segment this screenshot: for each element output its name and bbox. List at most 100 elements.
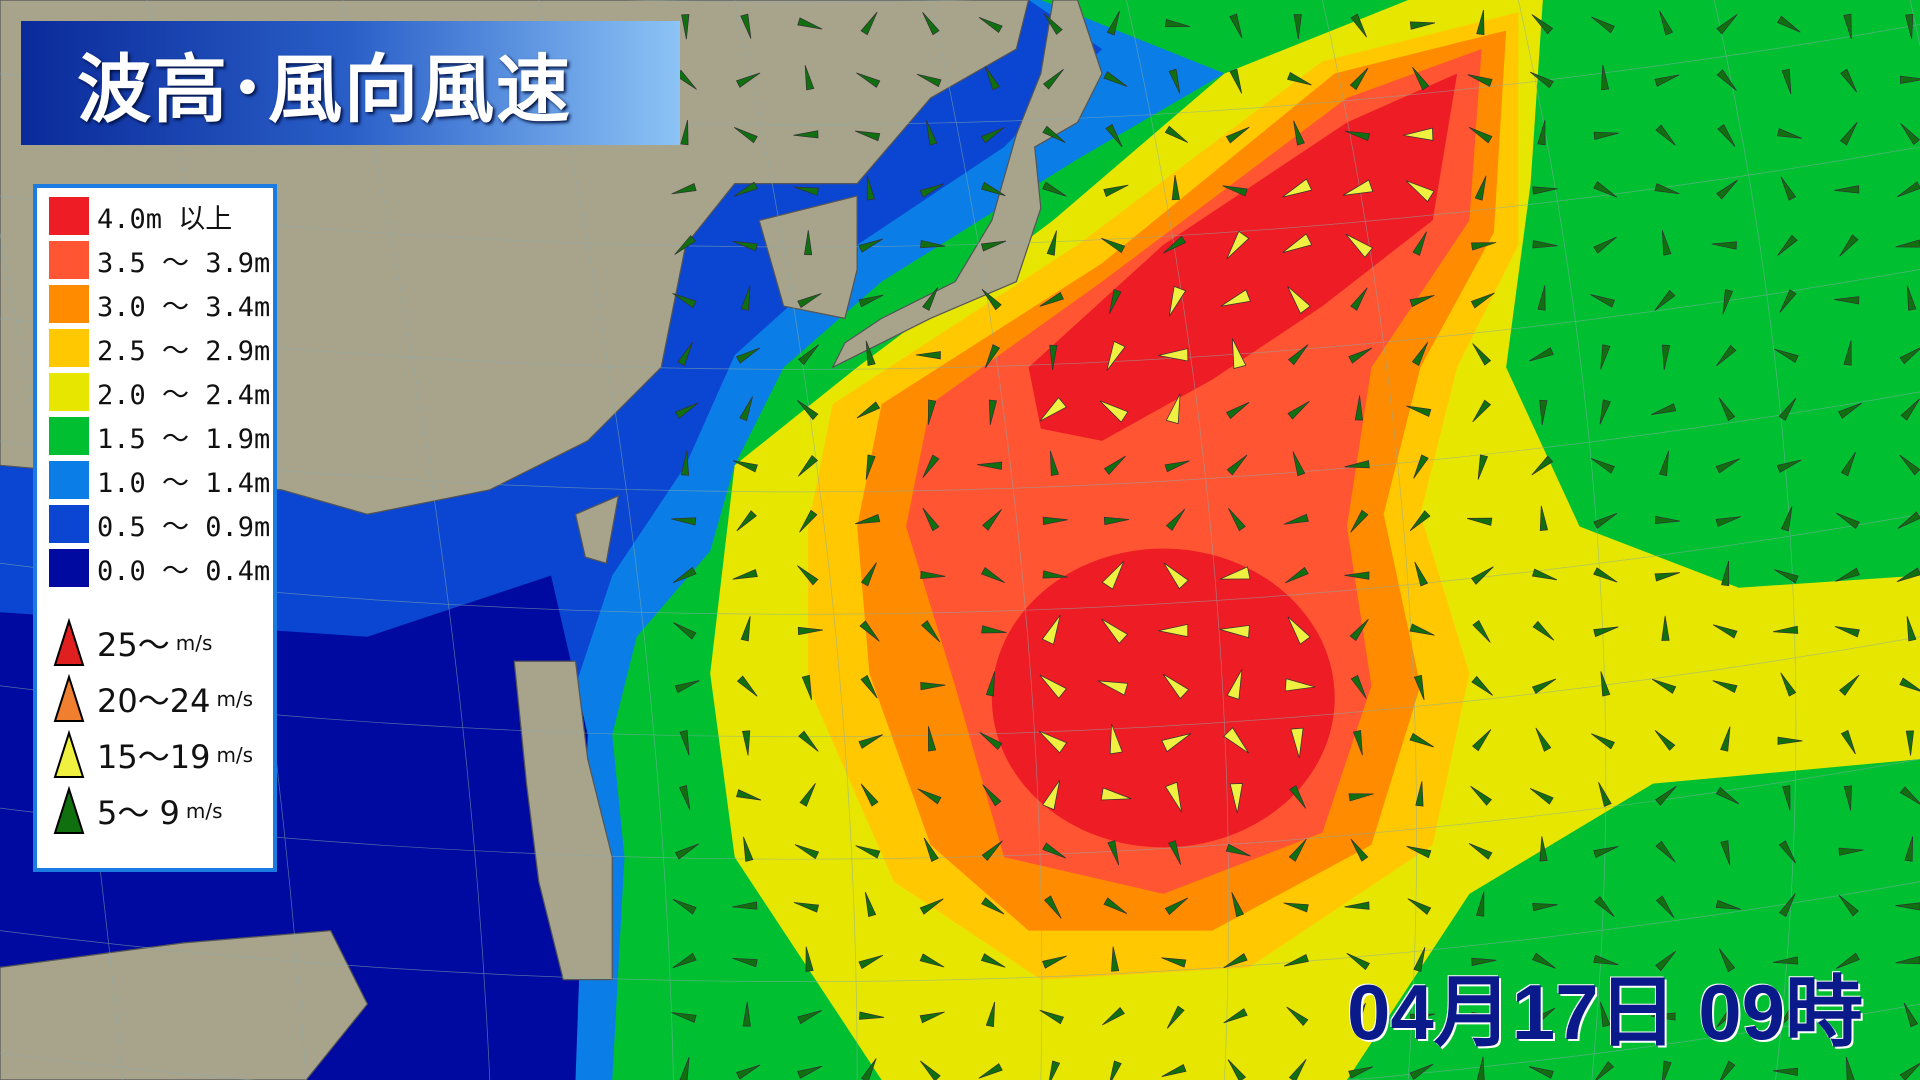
legend-wind-label: 20～24 <box>97 682 211 720</box>
wind-arrow <box>1845 1056 1855 1080</box>
legend-label: 0.0 ～ 0.4m <box>97 555 271 587</box>
wind-arrow <box>1780 176 1797 201</box>
wind-arrow <box>1529 347 1554 362</box>
wind-arrow <box>1655 895 1675 919</box>
wind-arrow <box>980 126 1005 144</box>
wind-arrow <box>1225 843 1251 857</box>
wind-arrow <box>1593 1061 1615 1080</box>
wind-arrow <box>673 622 697 640</box>
wind-arrow <box>1106 10 1121 36</box>
wind-arrow <box>1103 897 1128 914</box>
wind-arrow <box>1839 234 1859 257</box>
wind-arrows <box>671 9 1920 1080</box>
wind-arrow <box>672 566 697 584</box>
wind-arrow <box>1409 623 1435 636</box>
wind-arrow <box>922 454 940 478</box>
wind-arrow <box>864 891 877 918</box>
wind-arrow <box>980 953 1006 968</box>
wind-arrow <box>978 17 1003 33</box>
meridian-line <box>1713 0 1797 1080</box>
wind-arrow <box>1231 892 1245 918</box>
wind-arrow <box>1346 952 1370 971</box>
wind-arrow <box>740 285 751 311</box>
wind-arrow <box>1600 1001 1611 1028</box>
parallel-line <box>0 146 1920 248</box>
wind-arrow <box>1470 292 1495 309</box>
wind-arrow <box>733 181 758 197</box>
legend-wind-unit: m/s <box>175 631 213 655</box>
meridian-line <box>930 0 1043 1080</box>
land-taiwan <box>574 494 620 565</box>
legend-wind-item: 5～ 9 m/s <box>49 786 223 836</box>
wind-arrow <box>984 344 1001 369</box>
wind-arrow <box>919 183 945 198</box>
wind-arrow <box>1843 340 1852 366</box>
wind-arrow <box>793 186 819 196</box>
legend-wind-label: 25～ <box>97 626 170 664</box>
legend-swatch <box>49 461 89 499</box>
wind-arrow <box>1348 347 1373 364</box>
wind-arrow <box>1535 727 1552 752</box>
wind-arrow <box>1593 954 1619 966</box>
wind-arrow <box>1905 730 1915 756</box>
meridian-line <box>538 0 674 1080</box>
wind-arrow <box>1470 242 1497 251</box>
page-title: 波高･風向風速 <box>77 46 572 133</box>
wind-arrow <box>1103 516 1130 526</box>
wind-arrow <box>681 14 690 40</box>
wind-arrow <box>927 399 937 425</box>
legend-swatch <box>49 373 89 411</box>
wind-arrow <box>732 568 758 580</box>
wind-arrow <box>1283 902 1309 913</box>
wind-arrow <box>1590 458 1615 474</box>
wind-arrow <box>1349 618 1369 642</box>
wind-arrow <box>1777 234 1798 256</box>
wind-arrow <box>1593 236 1617 254</box>
wind-arrow <box>1042 181 1067 197</box>
wind-arrow <box>858 294 884 308</box>
land-korea <box>758 195 858 320</box>
wind-arrow <box>1903 1002 1919 1028</box>
wind-arrow <box>854 514 881 525</box>
wind-arrow <box>1289 785 1307 809</box>
wind-arrow <box>1467 74 1493 87</box>
wind-arrow <box>1042 842 1067 859</box>
wind-arrow <box>1900 398 1920 421</box>
wind-arrow <box>1409 294 1435 308</box>
wind-arrow <box>1470 785 1492 806</box>
wind-arrow <box>1223 953 1248 969</box>
wind-arrow <box>1472 343 1492 366</box>
wind-arrow <box>1531 952 1556 969</box>
wind-arrow <box>672 898 697 915</box>
date-label: 04月17日 09時 <box>1347 968 1863 1056</box>
wind-arrow <box>1899 1061 1920 1080</box>
wind-arrow <box>732 460 758 473</box>
wind-arrow <box>1840 729 1856 755</box>
wind-arrow <box>1162 673 1190 700</box>
wind-arrow <box>1593 512 1618 529</box>
wind-arrow <box>801 674 813 701</box>
wind-arrow <box>1472 399 1492 423</box>
wind-arrow <box>1229 783 1243 814</box>
wind-arrow <box>674 680 700 694</box>
wind-arrow <box>859 620 880 642</box>
legend-wave-item: 0.5 ～ 0.9m <box>49 504 270 544</box>
wind-arrow <box>736 1064 761 1080</box>
wind-arrow <box>1532 1007 1556 1026</box>
wind-arrow <box>1042 779 1061 811</box>
legend-wave-item: 1.5 ～ 1.9m <box>49 416 270 456</box>
wind-arrow <box>1650 1012 1676 1021</box>
wind-arrow <box>1223 1008 1248 1024</box>
wind-arrow <box>1044 895 1062 919</box>
wind-arrow <box>1834 185 1860 194</box>
wind-arrow <box>1106 340 1126 371</box>
wind-arrow <box>988 399 998 425</box>
wind-arrow <box>1409 510 1431 532</box>
wind-arrow <box>1897 511 1920 529</box>
wind-triangle-icon <box>53 618 85 666</box>
wind-arrow <box>1348 793 1374 802</box>
wind-arrow <box>1222 185 1248 197</box>
wind-arrow <box>1476 1056 1485 1080</box>
wind-arrow <box>1046 230 1057 256</box>
legend-swatch <box>49 505 89 543</box>
